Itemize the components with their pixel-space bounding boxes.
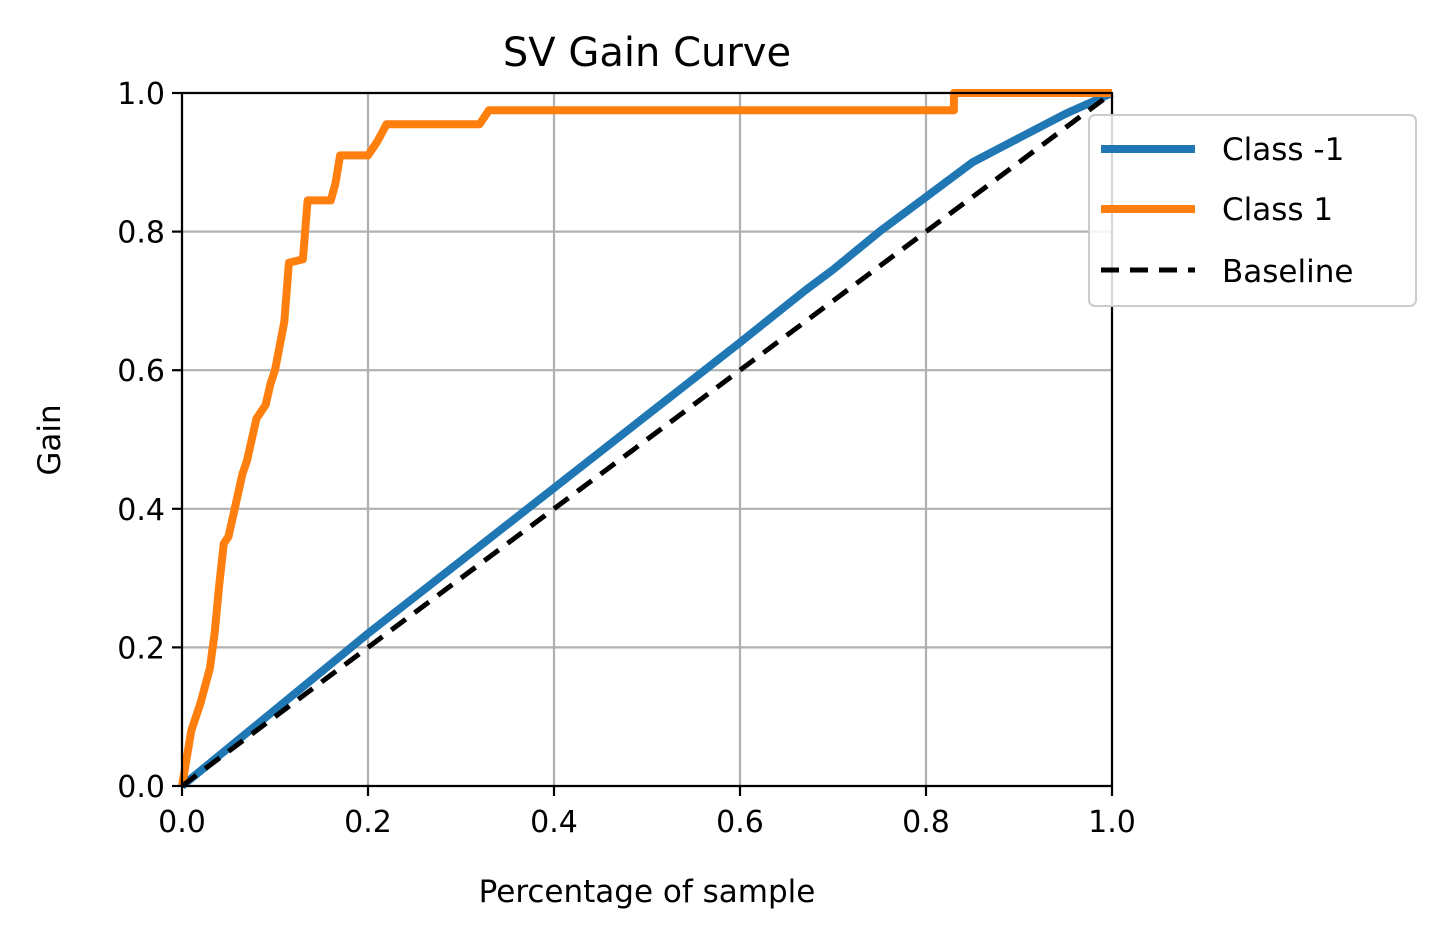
legend: Class -1 Class 1 Baseline [1088,114,1417,307]
x-tick-label: 0.0 [158,805,206,840]
x-axis-label: Percentage of sample [479,874,816,910]
x-tick-label: 0.4 [530,805,578,840]
y-tick-label: 0.4 [117,493,165,528]
y-tick-label: 1.0 [117,77,165,112]
y-axis-label: Gain [32,404,68,475]
y-tick-label: 0.0 [117,770,165,805]
x-tick-label: 1.0 [1088,805,1136,840]
legend-label-class-neg1: Class -1 [1222,132,1344,168]
legend-label-class-1: Class 1 [1222,192,1333,228]
x-tick-label: 0.6 [716,805,764,840]
y-tick-label: 0.8 [117,216,165,251]
series-line-class-1 [179,89,1114,790]
y-tick-label: 0.6 [117,354,165,389]
x-tick-label: 0.2 [344,805,392,840]
series-lines [178,89,1114,790]
axis-ticks: 0.0 0.2 0.4 0.6 0.8 1.0 0.0 0.2 0.4 0.6 0.8 1.0 [117,77,1136,840]
y-tick-label: 0.2 [117,631,165,666]
chart-title: SV Gain Curve [503,30,791,76]
series-line-baseline [180,90,1114,789]
plot-area-frame [180,91,1114,788]
legend-box [1088,114,1417,307]
legend-label-baseline: Baseline [1222,254,1353,290]
x-tick-label: 0.8 [902,805,950,840]
series-line-class-1 [178,89,1112,787]
